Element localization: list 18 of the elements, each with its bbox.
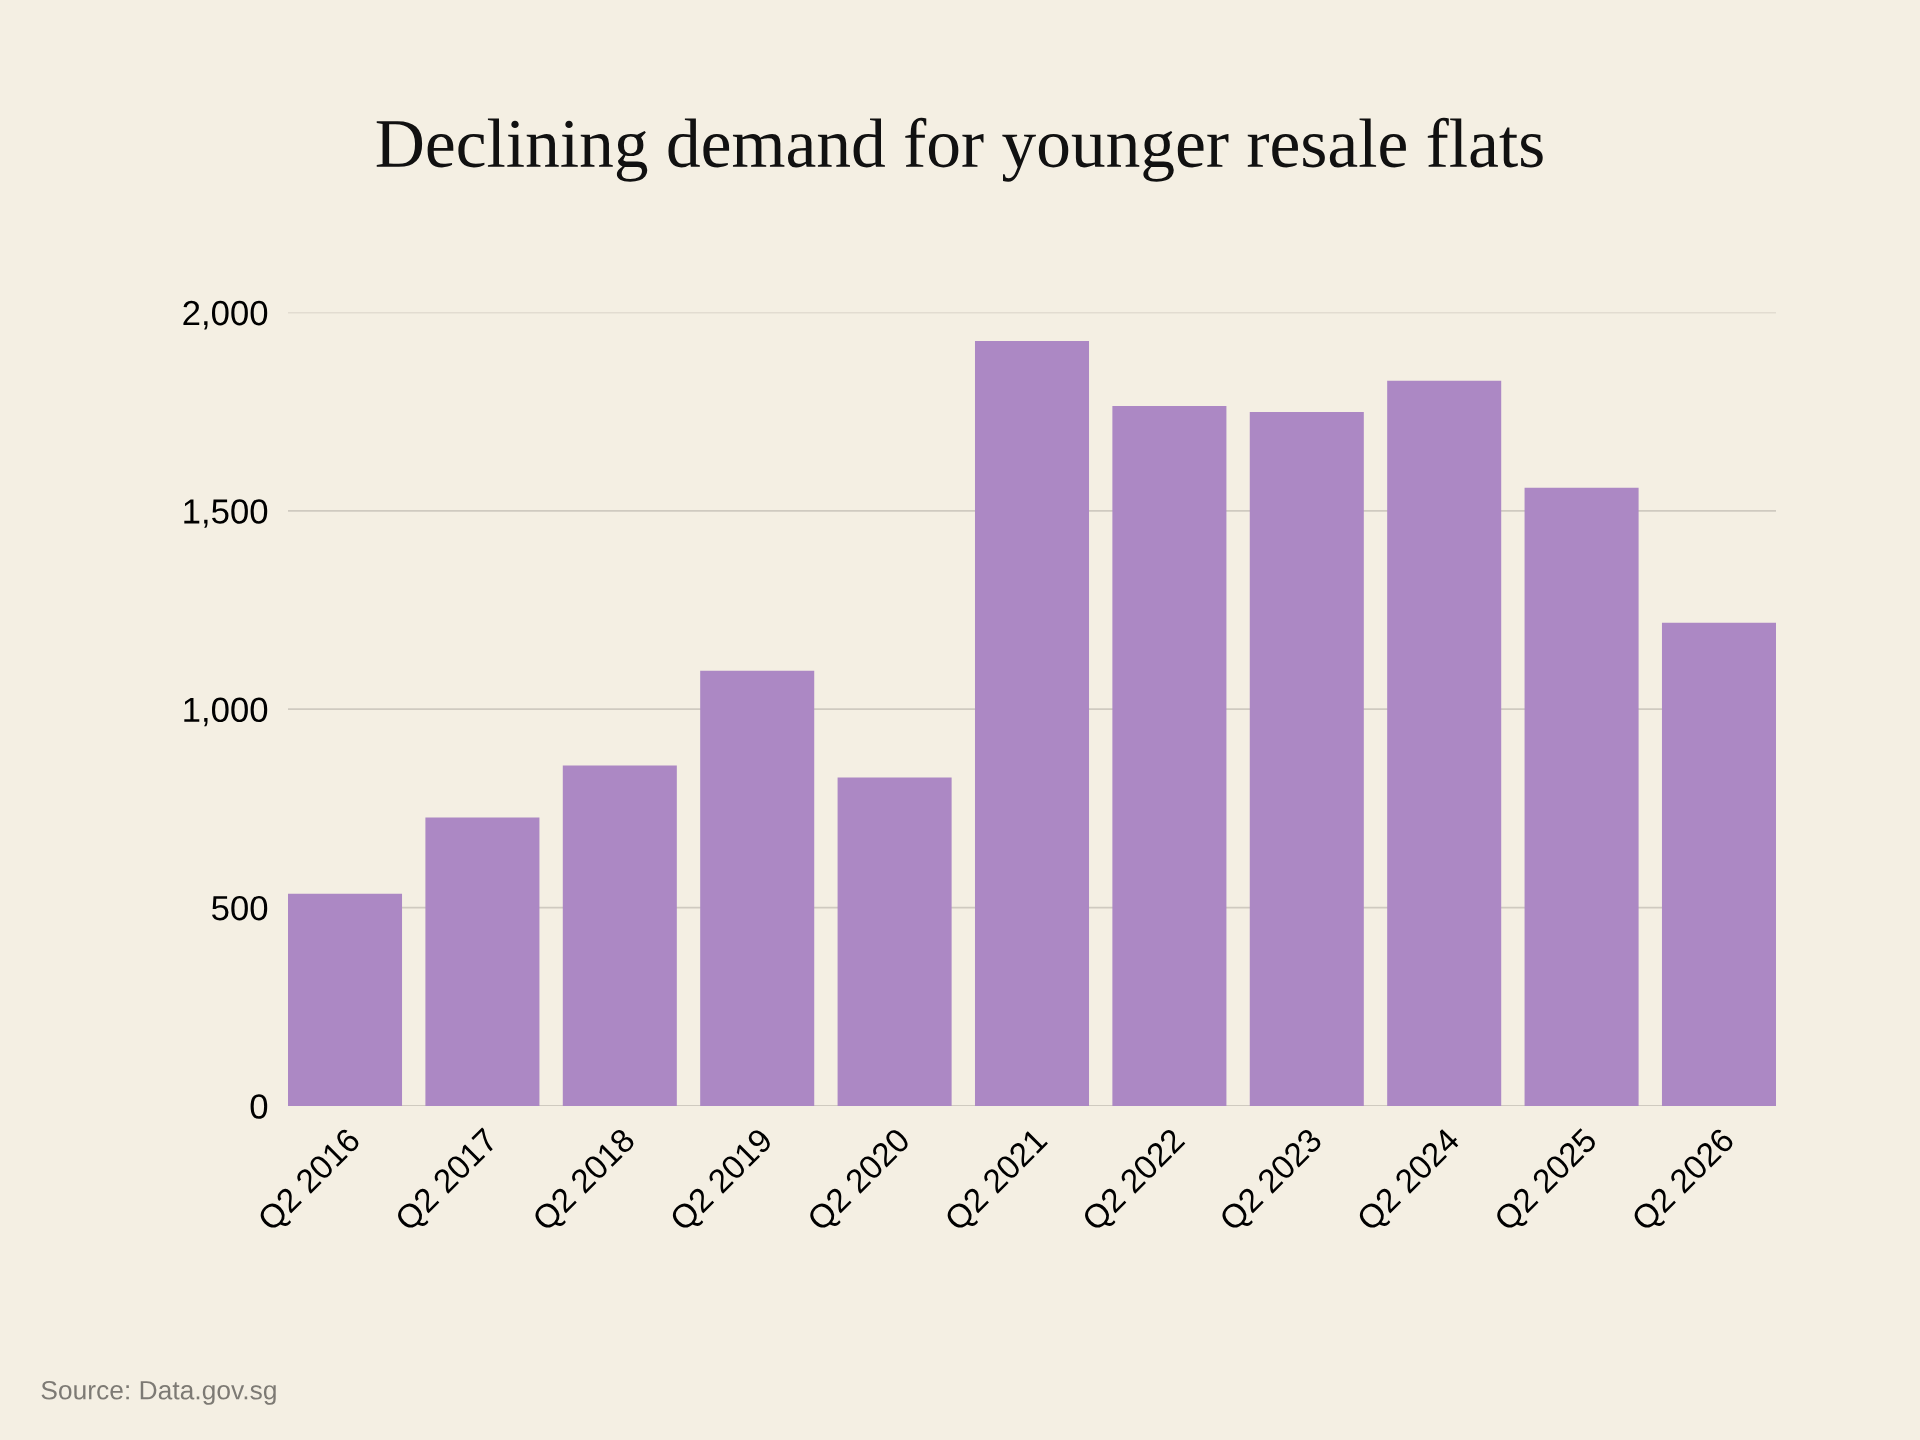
chart-title: Declining demand for younger resale flats bbox=[376, 117, 1543, 182]
bar bbox=[700, 670, 815, 1106]
bar bbox=[562, 765, 677, 1106]
y-tick-label: 500 bbox=[212, 895, 268, 921]
bar bbox=[837, 777, 952, 1106]
bar bbox=[1112, 406, 1227, 1106]
bar bbox=[1249, 412, 1364, 1106]
bar bbox=[288, 893, 403, 1106]
y-tick-label: 1,000 bbox=[184, 697, 268, 727]
bar bbox=[1661, 622, 1776, 1106]
source-note: Source: Data.gov.sg bbox=[41, 1380, 276, 1405]
y-tick-label: 0 bbox=[250, 1094, 268, 1119]
bar bbox=[974, 341, 1090, 1106]
y-tick-label: 2,000 bbox=[183, 300, 268, 330]
bar bbox=[1387, 380, 1502, 1106]
bar bbox=[425, 817, 540, 1106]
y-tick-label: 1,500 bbox=[184, 499, 268, 528]
bar bbox=[1524, 487, 1639, 1106]
